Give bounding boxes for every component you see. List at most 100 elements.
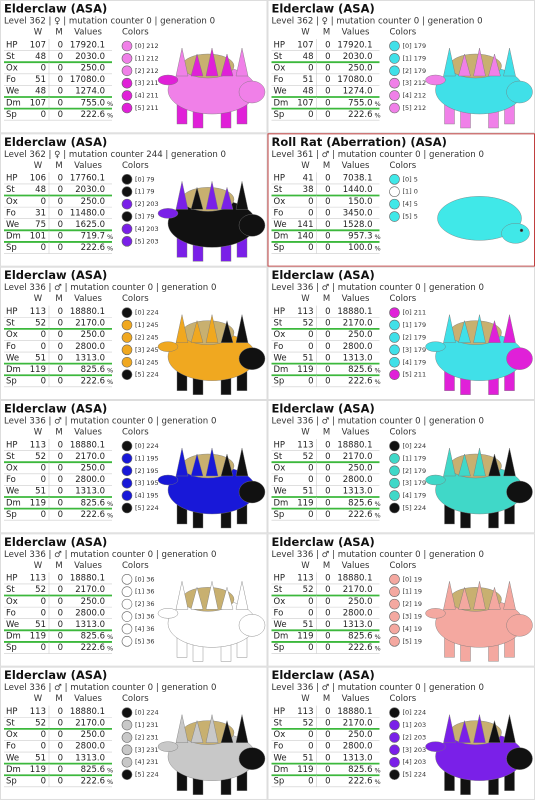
stat-value: 1313.0 [75,353,105,363]
stat-w: 0 [308,742,313,752]
stat-name: Dm [6,98,21,108]
creature-spike [488,319,501,343]
stat-name: Ox [274,597,286,607]
header-w: W [34,294,43,304]
stat-m: 0 [325,777,330,787]
header-w: W [301,294,310,304]
creature-spike [503,714,516,743]
stat-w: 119 [297,498,313,508]
creature-spike [235,181,249,210]
header-colors: Colors [390,561,417,571]
card-title: Elderclaw (ASA) [272,2,375,16]
stat-w: 0 [41,510,46,520]
color-swatch [389,53,400,64]
stat-m: 0 [58,185,63,195]
stat-w: 31 [35,208,46,218]
stat-unit: % [375,233,381,241]
stat-w: 52 [35,585,46,595]
stat-m: 0 [58,620,63,630]
stat-m: 0 [58,40,63,50]
creature-spike [205,47,219,77]
creature-spike [488,719,501,743]
creature-card: Elderclaw (ASA)Level 336 | ♂ | mutation … [267,399,535,534]
stat-value: 250.0 [348,597,372,607]
stat-value: 18880.1 [70,574,105,584]
stat-w: 0 [308,64,313,74]
header-values: Values [342,694,370,704]
color-swatch [121,611,133,622]
creature-image [157,714,266,795]
stat-w: 0 [41,342,46,352]
stat-name: HP [6,707,18,717]
stat-value: 250.0 [348,64,372,74]
stat-name: Ox [6,197,18,207]
stat-name: Dm [6,232,21,242]
color-swatch [389,465,400,477]
creature-spike [175,47,189,77]
color-label: [3] 179 [403,346,427,354]
stat-name: We [274,353,287,363]
stat-value: 222.6 [348,110,372,120]
color-swatch [121,77,133,89]
stat-value: 11480.0 [70,208,105,218]
color-swatch [121,623,133,635]
color-label: [3] 79 [135,213,155,221]
stat-m: 0 [58,232,63,242]
stat-m: 0 [58,463,63,473]
creature-image [157,314,266,395]
stat-value: 18880.1 [337,707,372,717]
header-w: W [34,427,43,437]
stat-w: 0 [41,742,46,752]
stat-m: 0 [58,597,63,607]
card-title: Elderclaw (ASA) [272,401,375,415]
stat-m: 0 [58,197,63,207]
stat-m: 0 [325,597,330,607]
stat-w: 0 [308,463,313,473]
stat-w: 0 [308,510,313,520]
color-swatch [121,223,133,235]
stat-name: We [6,353,19,363]
color-swatch [389,756,400,768]
stat-w: 0 [41,110,46,120]
stat-m: 0 [58,365,63,375]
stat-value: 2030.0 [75,52,105,62]
stat-w: 119 [30,632,46,642]
color-swatch [121,236,133,247]
stat-m: 0 [58,719,63,729]
color-label: [0] 211 [403,309,427,317]
stat-unit: % [375,111,381,119]
stat-name: Fo [6,208,16,218]
color-swatch [121,332,133,343]
color-label: [5] 224 [403,771,427,779]
card-title: Elderclaw (ASA) [272,268,375,282]
stat-m: 0 [58,243,63,253]
header-colors: Colors [390,294,417,304]
color-swatch [121,744,133,756]
color-label: [1] 203 [403,721,427,729]
stat-value: 250.0 [81,64,105,74]
stat-value: 825.6 [348,498,372,508]
stat-m: 0 [325,319,330,329]
stat-name: St [274,52,283,62]
stat-value: 222.6 [81,777,105,787]
color-label: [5] 5 [403,213,418,221]
stat-m: 0 [58,64,63,74]
stat-value: 755.0 [81,98,105,108]
stat-name: Fo [274,342,284,352]
stat-m: 0 [325,197,330,207]
stat-w: 107 [30,40,46,50]
header-colors: Colors [390,694,417,704]
stat-m: 0 [58,608,63,618]
stat-name: Sp [6,377,17,387]
stat-w: 52 [303,585,314,595]
stat-m: 0 [325,307,330,317]
stat-name: HP [274,307,286,317]
stat-value: 825.6 [348,365,372,375]
color-label: [5] 224 [403,504,427,512]
stat-value: 719.7 [81,232,105,242]
creature-tail [157,74,179,86]
stat-w: 0 [41,730,46,740]
stat-unit: % [107,366,113,374]
stat-name: Sp [274,243,285,253]
creature-spike [190,319,204,343]
